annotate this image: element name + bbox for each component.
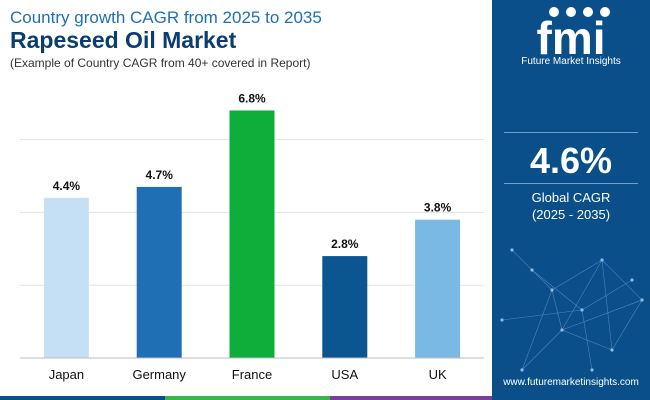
bar-germany <box>136 186 182 358</box>
data-label-france: 6.8% <box>238 91 266 105</box>
data-label-japan: 4.4% <box>53 179 81 193</box>
summary-panel: fmi Future Market Insights 4.6% Global C… <box>492 0 650 400</box>
x-tick-label-france: France <box>232 367 272 382</box>
x-tick-label-usa: USA <box>331 367 358 382</box>
bar-france <box>229 110 275 358</box>
logo-text: fmi <box>537 12 606 56</box>
network-graphic <box>500 248 644 372</box>
footer-stripe-green <box>165 396 330 400</box>
chart-subtitle: Country growth CAGR from 2025 to 2035 <box>10 8 322 27</box>
footer-stripe-blue <box>0 396 165 400</box>
x-tick-label-japan: Japan <box>49 367 84 382</box>
global-cagr-label: Global CAGR <box>531 190 611 205</box>
global-cagr-period: (2025 - 2035) <box>531 207 611 222</box>
chart-note: (Example of Country CAGR from 40+ covere… <box>10 56 311 70</box>
global-cagr-value: 4.6% <box>529 140 613 181</box>
fmi-logo: fmi <box>537 7 610 56</box>
bar-usa <box>322 256 368 358</box>
data-label-uk: 3.8% <box>424 201 452 215</box>
divider-top <box>504 132 638 133</box>
brand-name: Future Market Insights <box>521 56 621 67</box>
data-label-germany: 4.7% <box>146 168 174 182</box>
x-tick-label-germany: Germany <box>132 367 186 382</box>
bar-japan <box>43 197 89 358</box>
divider-bottom <box>504 183 638 184</box>
footer-stripe-purple <box>330 396 492 400</box>
chart-panel: Country growth CAGR from 2025 to 2035 Ra… <box>10 8 484 382</box>
bar-uk <box>415 219 461 358</box>
bar-chart: 4.4% Japan 4.7% Germany 6.8% France 2.8% USA 3.8… <box>20 91 484 382</box>
chart-title: Rapeseed Oil Market <box>10 27 237 53</box>
data-label-usa: 2.8% <box>331 237 359 251</box>
x-tick-label-uk: UK <box>429 367 447 382</box>
website-url: www.futuremarketinsights.com <box>503 377 639 388</box>
